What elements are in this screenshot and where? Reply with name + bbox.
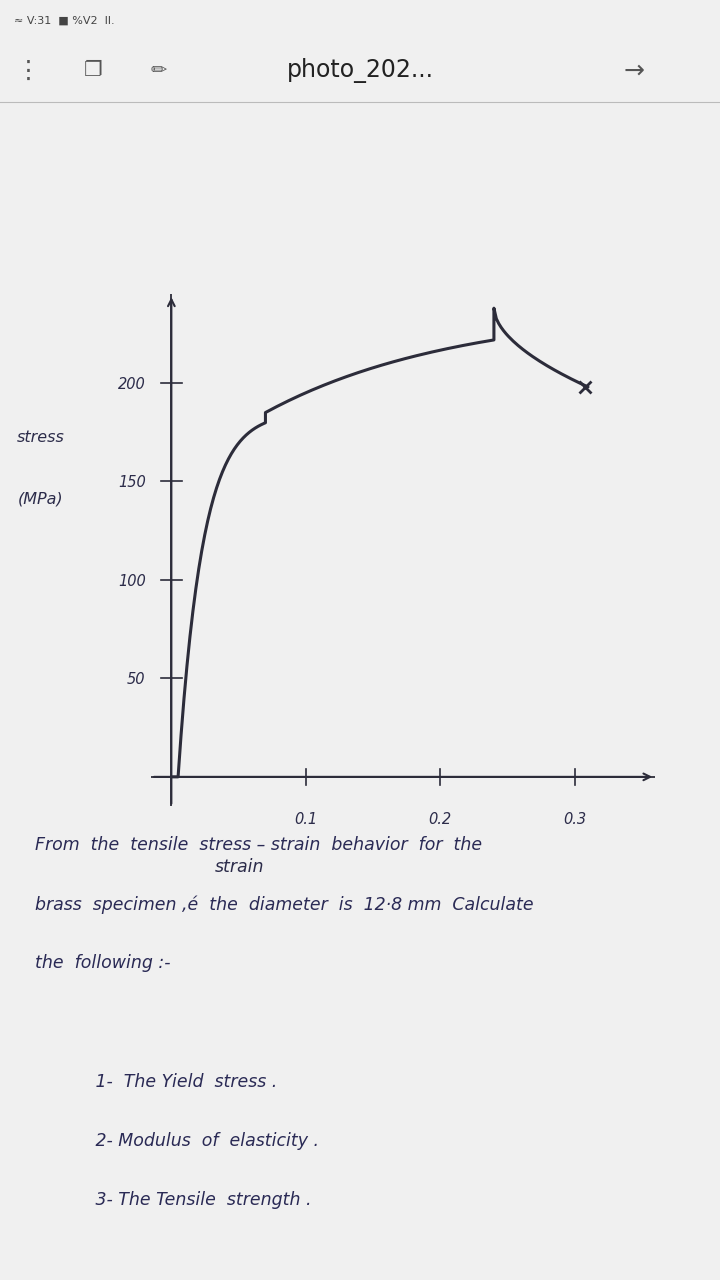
Text: →: → xyxy=(623,59,644,82)
Text: 3- The Tensile  strength .: 3- The Tensile strength . xyxy=(35,1190,312,1208)
Text: photo_202...: photo_202... xyxy=(287,58,433,83)
Text: 2- Modulus  of  elasticity .: 2- Modulus of elasticity . xyxy=(35,1132,319,1149)
Text: ❐: ❐ xyxy=(84,60,103,81)
Text: strain: strain xyxy=(215,858,264,876)
Text: From  the  tensile  stress – strain  behavior  for  the: From the tensile stress – strain behavio… xyxy=(35,836,482,854)
Text: 1-  The Yield  stress .: 1- The Yield stress . xyxy=(35,1073,277,1091)
Text: the  following :-: the following :- xyxy=(35,955,171,973)
Text: ✏: ✏ xyxy=(150,61,166,79)
Text: ⋮: ⋮ xyxy=(17,59,41,82)
Text: (MPa): (MPa) xyxy=(17,492,63,507)
Text: brass  specimen ,é  the  diameter  is  12·8 mm  Calculate: brass specimen ,é the diameter is 12·8 m… xyxy=(35,895,534,914)
Text: ≈ V:31  ■ %V2  Il.: ≈ V:31 ■ %V2 Il. xyxy=(14,17,115,26)
Text: stress: stress xyxy=(17,430,64,445)
